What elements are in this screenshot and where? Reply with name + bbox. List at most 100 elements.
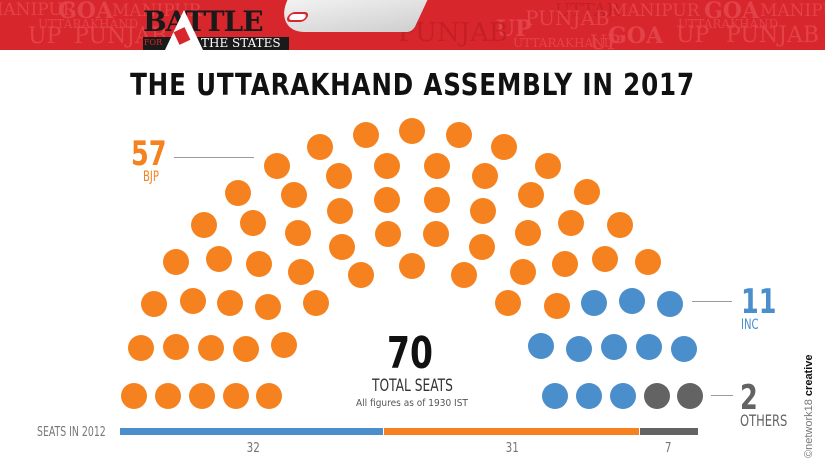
seat-dot-bjp	[191, 212, 217, 238]
banner-word: UP	[496, 16, 532, 42]
banner-word: GOA	[58, 0, 114, 24]
bar-segment-bjp	[384, 428, 639, 435]
seat-dot-others	[677, 383, 703, 409]
seat-dot-bjp	[121, 383, 147, 409]
seat-dot-bjp	[271, 332, 297, 358]
seat-dot-bjp	[399, 118, 425, 144]
battle-for-the-states-logo: BATTLE FOR THE STATES	[143, 5, 289, 50]
seat-dot-inc	[576, 383, 602, 409]
seat-dot-bjp	[128, 335, 154, 361]
seat-dot-bjp	[544, 293, 570, 319]
seat-dot-bjp	[592, 246, 618, 272]
seat-dot-bjp	[307, 134, 333, 160]
banner-word: GOA	[704, 0, 760, 24]
seat-dot-bjp	[574, 179, 600, 205]
bar-segment-inc	[120, 428, 383, 435]
seat-dot-bjp	[285, 220, 311, 246]
inc-label: INC	[741, 317, 759, 333]
seat-dot-bjp	[451, 262, 477, 288]
page-title: THE UTTARAKHAND ASSEMBLY IN 2017	[130, 68, 695, 103]
seat-dot-bjp	[225, 180, 251, 206]
seat-dot-bjp	[607, 212, 633, 238]
pointing-hand-icon	[272, 0, 428, 32]
seat-dot-bjp	[281, 182, 307, 208]
credit-suffix: creative	[803, 354, 815, 397]
figures-note: All figures as of 1930 IST	[356, 398, 468, 409]
seat-dot-bjp	[552, 251, 578, 277]
seat-dot-inc	[601, 334, 627, 360]
banner-word: UP	[676, 23, 710, 48]
inc-count: 11	[741, 282, 777, 322]
seat-dot-inc	[581, 290, 607, 316]
seat-dot-bjp	[423, 221, 449, 247]
credit-prefix: ©network18	[803, 399, 815, 458]
bjp-count: 57	[131, 134, 167, 174]
logo-for-text: FOR	[144, 38, 163, 47]
seat-dot-bjp	[353, 122, 379, 148]
inc-leader-line	[692, 301, 732, 302]
seat-dot-inc	[542, 383, 568, 409]
seat-dot-inc	[528, 333, 554, 359]
bar-segment-others	[640, 428, 698, 435]
total-seats-number: 70	[387, 328, 433, 379]
seat-dot-bjp	[223, 383, 249, 409]
seat-dot-bjp	[535, 153, 561, 179]
seat-dot-bjp	[424, 187, 450, 213]
finger-nail	[285, 12, 310, 22]
banner-word: UP	[28, 24, 62, 49]
seat-dot-bjp	[518, 182, 544, 208]
banner-word: UP	[590, 30, 621, 50]
seat-dot-bjp	[180, 288, 206, 314]
seat-dot-bjp	[510, 259, 536, 285]
credit-text: ©network18 creative	[803, 354, 815, 458]
banner-word: PUNJAB	[726, 23, 820, 48]
seat-dot-bjp	[141, 291, 167, 317]
seat-dot-bjp	[374, 153, 400, 179]
bar-value-inc: 32	[246, 441, 260, 456]
seat-dot-bjp	[470, 198, 496, 224]
seat-dot-bjp	[255, 294, 281, 320]
others-leader-line	[711, 395, 733, 396]
seat-dot-bjp	[246, 251, 272, 277]
seat-dot-bjp	[206, 246, 232, 272]
seat-dot-bjp	[155, 383, 181, 409]
seat-dot-bjp	[264, 153, 290, 179]
seat-dot-bjp	[446, 122, 472, 148]
seat-dot-bjp	[495, 290, 521, 316]
seat-dot-inc	[610, 383, 636, 409]
seat-dot-bjp	[303, 290, 329, 316]
seat-dot-inc	[671, 336, 697, 362]
logo-states-text: THE STATES	[201, 36, 281, 50]
seat-dot-bjp	[515, 220, 541, 246]
seat-dot-bjp	[424, 153, 450, 179]
bjp-leader-line	[174, 157, 254, 158]
others-label: OTHERS	[740, 411, 788, 430]
others-count: 2	[740, 378, 758, 418]
seat-dot-bjp	[288, 259, 314, 285]
bjp-label: BJP	[143, 169, 159, 185]
seat-dot-bjp	[329, 234, 355, 260]
seat-dot-bjp	[240, 210, 266, 236]
seat-dot-bjp	[217, 290, 243, 316]
seat-dot-others	[644, 383, 670, 409]
seat-dot-bjp	[375, 221, 401, 247]
banner-word: PUNJAB	[398, 18, 509, 48]
banner-word: MANIPUR	[610, 1, 700, 21]
seats-2012-label: SEATS IN 2012	[37, 425, 106, 440]
logo-battle-text: BATTLE	[143, 5, 264, 38]
seat-dot-bjp	[189, 383, 215, 409]
banner-word: UTTARAKHAND	[513, 36, 614, 50]
banner-word: UTTARAKHAND	[678, 17, 779, 31]
seat-dot-bjp	[491, 134, 517, 160]
banner-word: UTTAR	[555, 0, 621, 21]
banner-word: GOA	[608, 23, 664, 49]
seat-dot-inc	[636, 334, 662, 360]
seat-dot-bjp	[635, 249, 661, 275]
banner-word: MANIPUR	[0, 0, 76, 20]
seat-dot-bjp	[374, 187, 400, 213]
seat-dot-bjp	[327, 198, 353, 224]
seat-dot-bjp	[472, 163, 498, 189]
seat-dot-bjp	[558, 210, 584, 236]
seat-dot-inc	[566, 336, 592, 362]
bar-value-others: 7	[664, 441, 672, 456]
